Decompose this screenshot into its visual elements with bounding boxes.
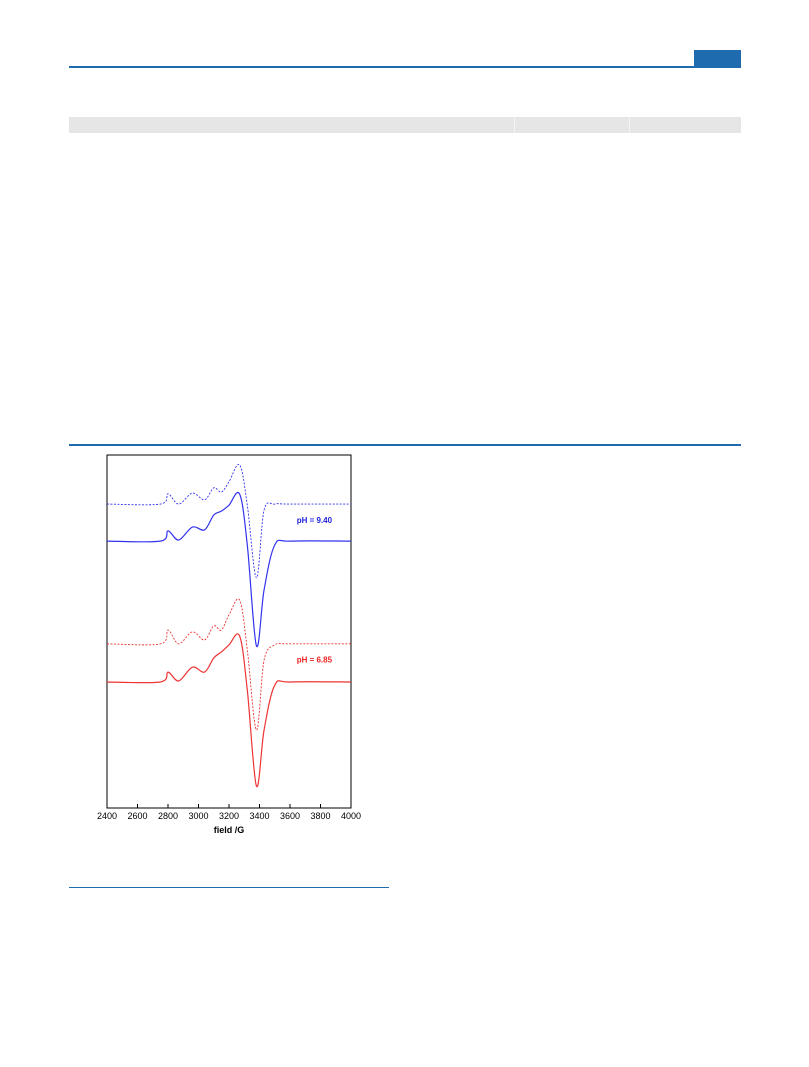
dashed-spectrum: [106, 598, 352, 731]
footnote-rule: [69, 887, 389, 888]
x-tick-label: 3200: [219, 811, 239, 821]
x-tick-label: 2600: [127, 811, 147, 821]
plot-frame: [106, 454, 352, 809]
chart: field /G 2400 2600 2800 3000 3200 3400 3600 380…: [97, 454, 361, 835]
x-tick-label: 2400: [97, 811, 117, 821]
header-badge: [694, 50, 741, 66]
x-tick-label: 3400: [249, 811, 269, 821]
x-tick-label: 3000: [188, 811, 208, 821]
table-header-bar: [69, 117, 741, 133]
table-divider: [514, 117, 515, 133]
header-rule: [69, 66, 741, 68]
x-tick-label: 4000: [341, 811, 361, 821]
spectrum: [106, 633, 352, 788]
annotation: pH = 9.40: [297, 516, 333, 525]
annotation: pH = 6.85: [297, 656, 333, 665]
x-axis-label: field /G: [214, 825, 245, 835]
section-rule: [69, 444, 741, 446]
table-divider: [629, 117, 630, 133]
x-tick-label: 3600: [280, 811, 300, 821]
x-tick-label: 2800: [158, 811, 178, 821]
x-tick-label: 3800: [310, 811, 330, 821]
spectrum: [106, 492, 352, 648]
dashed-spectrum: [106, 463, 351, 579]
